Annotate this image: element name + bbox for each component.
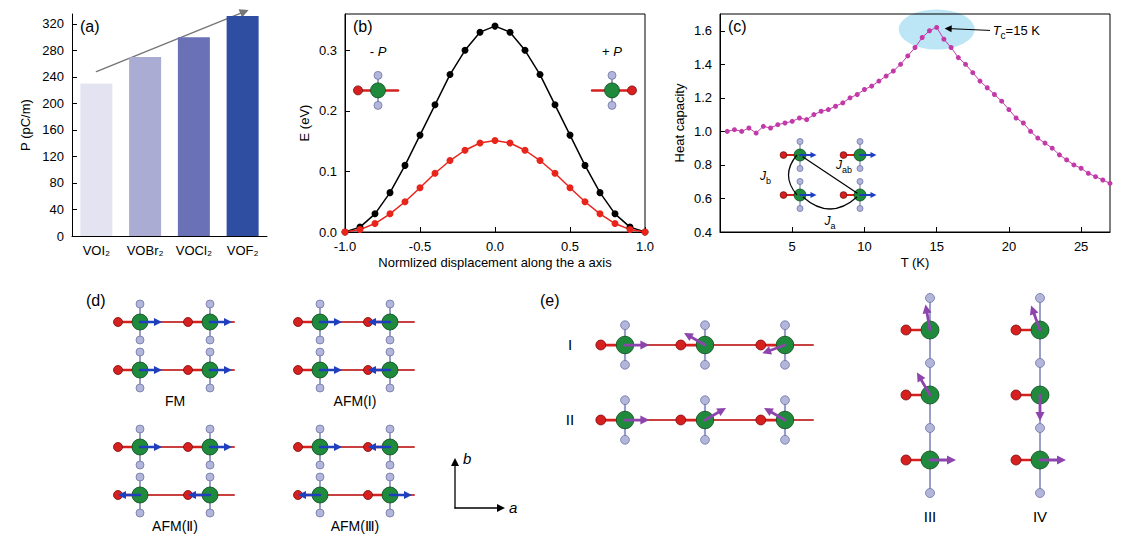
svg-text:1.0: 1.0 xyxy=(694,124,712,139)
svg-text:0.1: 0.1 xyxy=(319,164,337,179)
svg-text:15: 15 xyxy=(929,239,943,254)
svg-text:P (pC/m): P (pC/m) xyxy=(18,99,33,151)
svg-text:b: b xyxy=(463,450,471,467)
svg-text:0.0: 0.0 xyxy=(486,239,504,254)
svg-text:0: 0 xyxy=(57,229,64,244)
svg-text:VOCl₂: VOCl₂ xyxy=(176,243,212,258)
svg-text:40: 40 xyxy=(50,202,64,217)
svg-text:240: 240 xyxy=(42,69,64,84)
svg-text:160: 160 xyxy=(42,122,64,137)
svg-text:1.0: 1.0 xyxy=(636,239,654,254)
svg-text:1.2: 1.2 xyxy=(694,90,712,105)
svg-text:IV: IV xyxy=(1033,508,1047,525)
svg-text:0.5: 0.5 xyxy=(561,239,579,254)
svg-text:5: 5 xyxy=(789,239,796,254)
svg-text:(d): (d) xyxy=(86,292,106,309)
svg-text:80: 80 xyxy=(50,175,64,190)
svg-text:T (K): T (K) xyxy=(901,255,930,270)
svg-text:Normlized displacement along t: Normlized displacement along the a axis xyxy=(378,255,612,270)
svg-text:0.0: 0.0 xyxy=(319,225,337,240)
svg-text:a: a xyxy=(509,499,517,516)
svg-text:0.8: 0.8 xyxy=(694,157,712,172)
svg-text:-1.0: -1.0 xyxy=(334,239,356,254)
svg-text:20: 20 xyxy=(1002,239,1016,254)
svg-text:I: I xyxy=(568,336,572,353)
svg-text:II: II xyxy=(566,411,574,428)
svg-text:280: 280 xyxy=(42,43,64,58)
svg-text:1.6: 1.6 xyxy=(694,23,712,38)
svg-text:(a): (a) xyxy=(80,18,100,35)
svg-text:0.3: 0.3 xyxy=(319,43,337,58)
svg-text:Heat capacity: Heat capacity xyxy=(672,83,687,162)
svg-text:AFM(Ⅲ): AFM(Ⅲ) xyxy=(331,518,380,534)
svg-text:200: 200 xyxy=(42,96,64,111)
svg-text:320: 320 xyxy=(42,16,64,31)
svg-text:VOF₂: VOF₂ xyxy=(227,243,259,258)
svg-text:0.4: 0.4 xyxy=(694,225,712,240)
svg-text:III: III xyxy=(924,508,937,525)
svg-text:AFM(Ⅱ): AFM(Ⅱ) xyxy=(152,518,198,534)
svg-text:VOBr₂: VOBr₂ xyxy=(127,243,164,258)
svg-text:10: 10 xyxy=(857,239,871,254)
svg-text:AFM(I): AFM(I) xyxy=(334,393,377,409)
svg-text:VOI₂: VOI₂ xyxy=(83,243,110,258)
svg-text:25: 25 xyxy=(1074,239,1088,254)
svg-text:120: 120 xyxy=(42,149,64,164)
svg-text:1.4: 1.4 xyxy=(694,57,712,72)
svg-text:0.2: 0.2 xyxy=(319,103,337,118)
svg-text:-0.5: -0.5 xyxy=(409,239,431,254)
svg-text:0.6: 0.6 xyxy=(694,191,712,206)
svg-text:FM: FM xyxy=(165,393,185,409)
svg-text:(e): (e) xyxy=(540,292,560,309)
svg-text:E (eV): E (eV) xyxy=(297,105,312,142)
